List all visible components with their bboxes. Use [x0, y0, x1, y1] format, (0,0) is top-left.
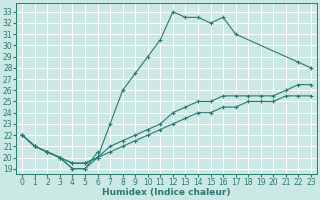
- X-axis label: Humidex (Indice chaleur): Humidex (Indice chaleur): [102, 188, 231, 197]
